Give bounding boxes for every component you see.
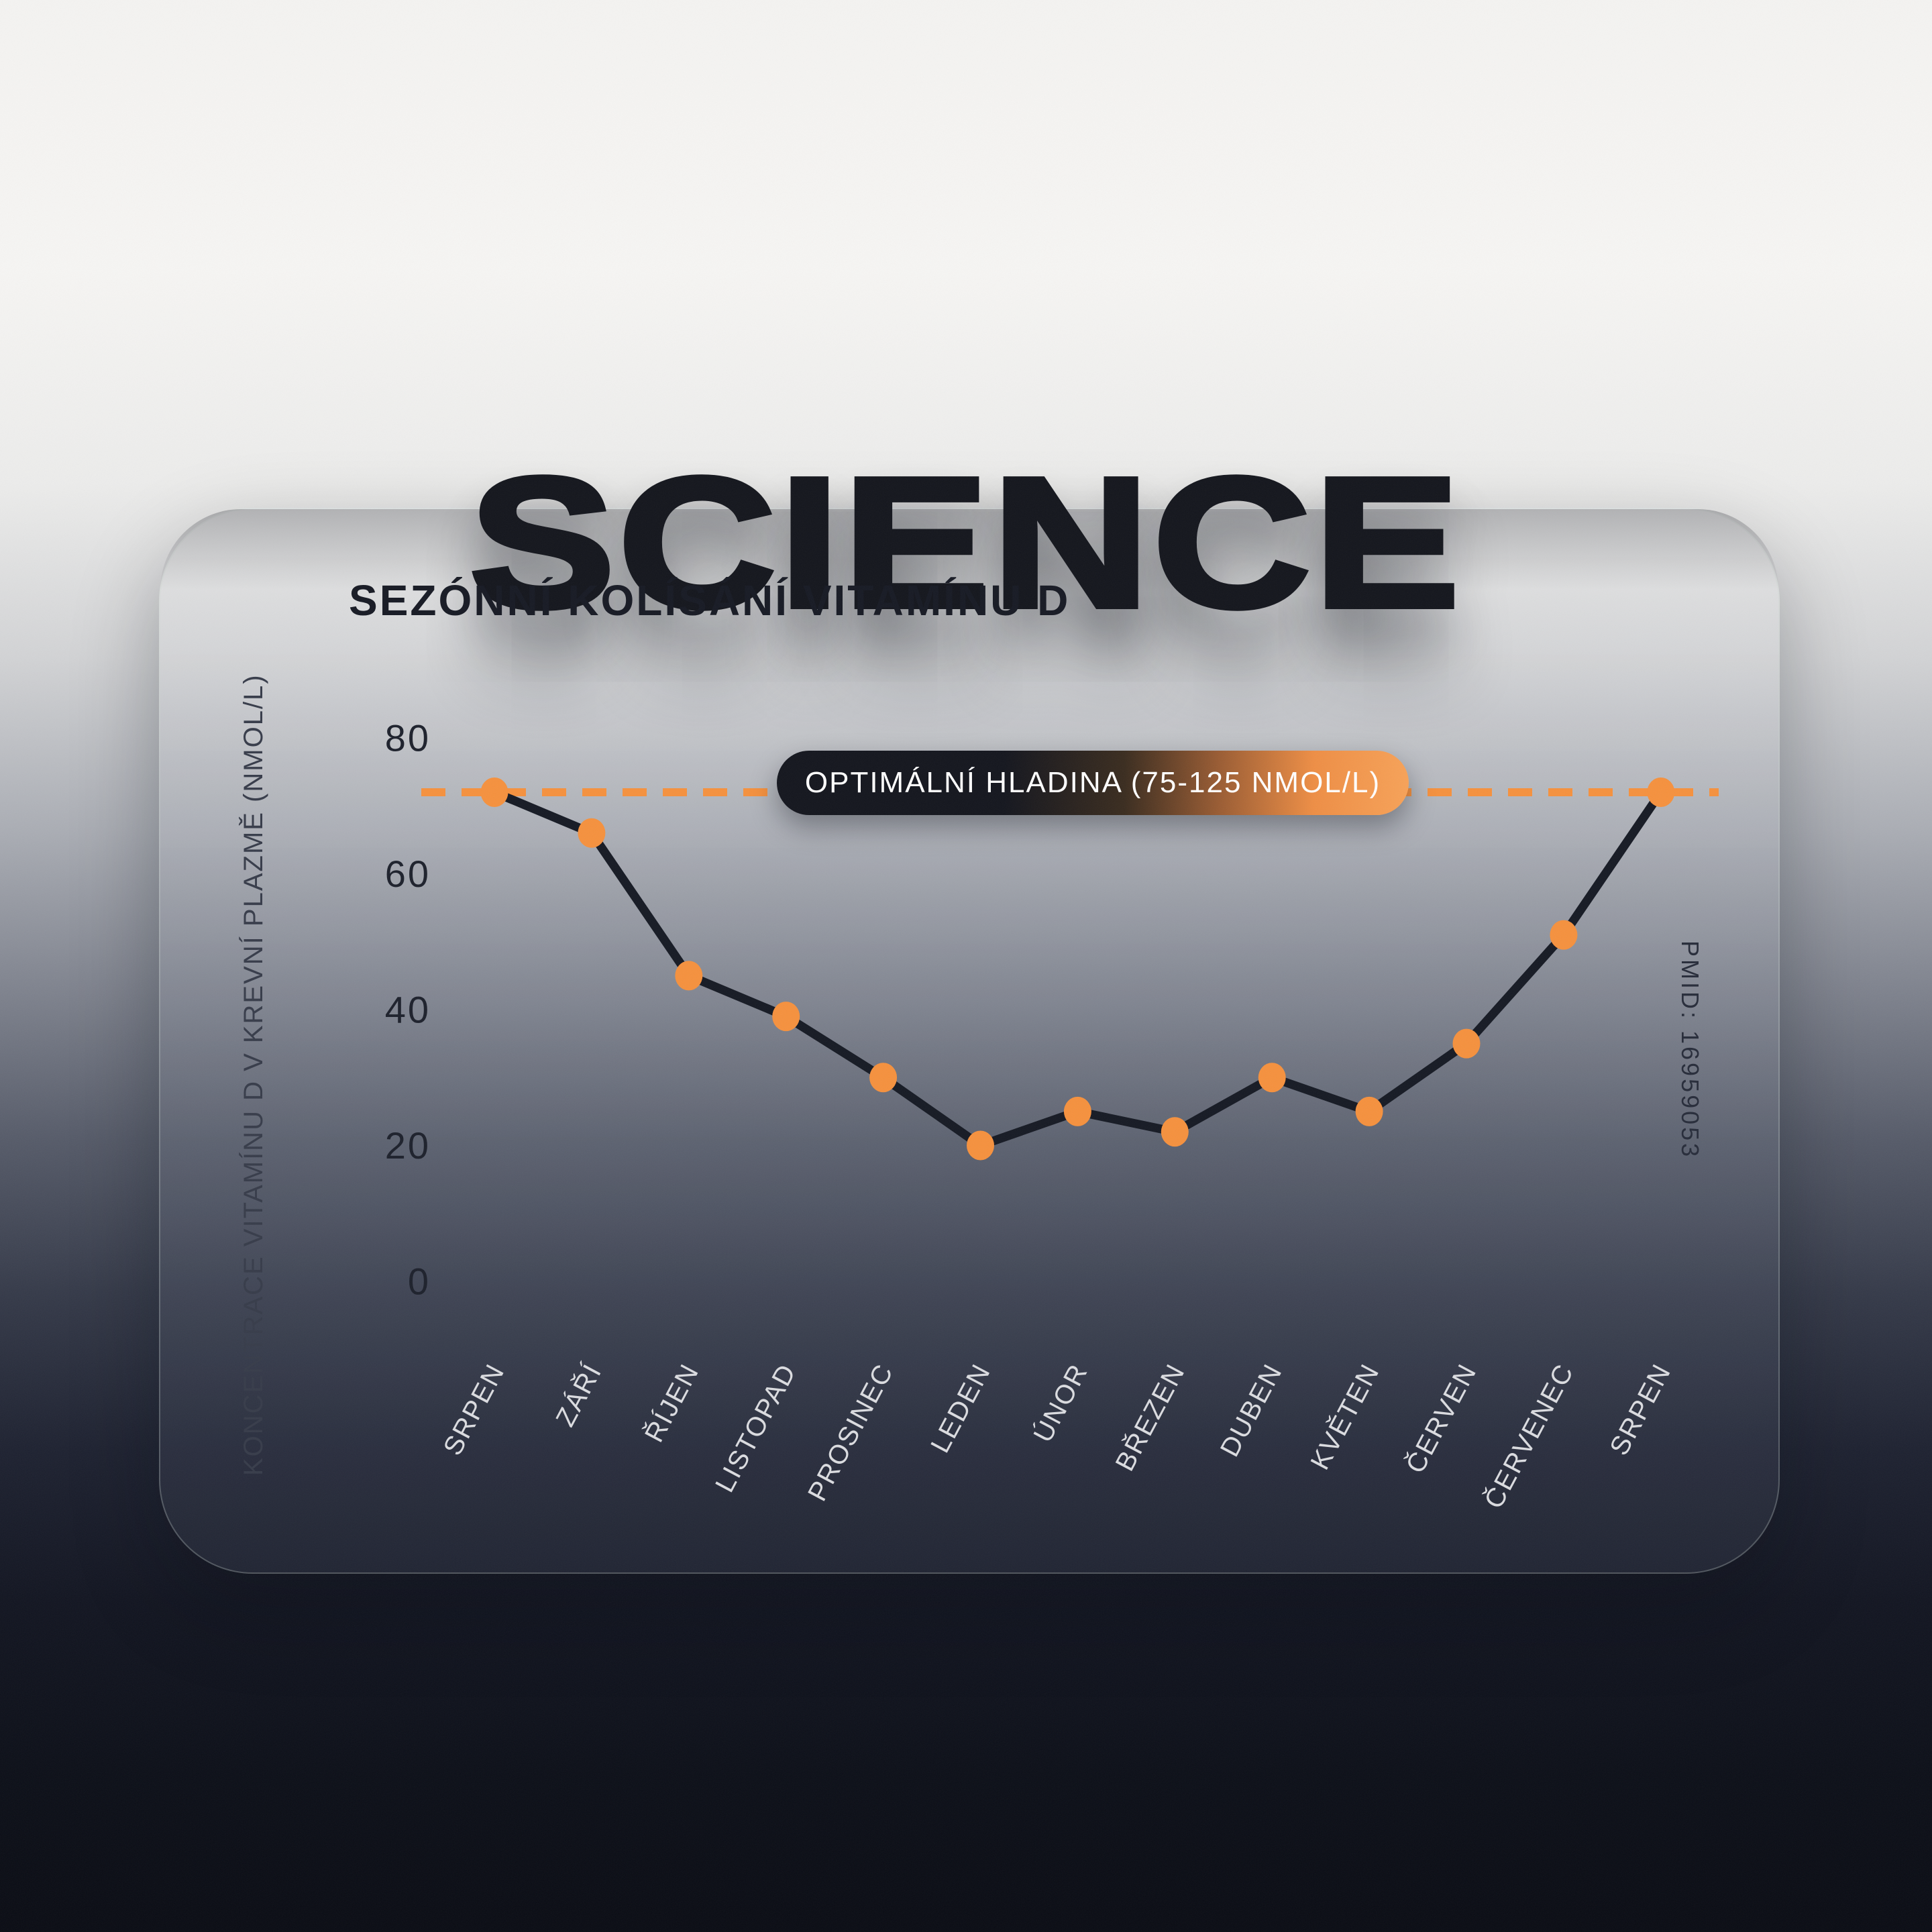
series-line (490, 788, 1666, 1150)
optimal-level-badge-label: OPTIMÁLNÍ HLADINA (75-125 NMOL/L) (804, 766, 1381, 799)
x-axis-label: PROSINEC (802, 1359, 899, 1506)
y-tick-label: 20 (385, 1124, 431, 1167)
data-point (967, 1130, 994, 1161)
x-axis-label: SRPEN (1605, 1359, 1677, 1460)
x-axis-label: BŘEZEN (1110, 1358, 1191, 1476)
x-axis-label: ÚNOR (1028, 1358, 1094, 1447)
data-point (1647, 777, 1675, 807)
data-point (1161, 1117, 1189, 1147)
data-point (480, 777, 508, 807)
pmid-source-note: PMID: 16959053 (1676, 941, 1704, 1160)
x-axis-label: LEDEN (925, 1359, 996, 1458)
data-point (675, 961, 703, 991)
x-axis-label: LISTOPAD (710, 1359, 802, 1497)
y-tick-label: 60 (385, 853, 431, 895)
data-point (772, 1002, 800, 1032)
y-tick-label: 0 (408, 1260, 431, 1303)
data-point (869, 1063, 898, 1093)
data-point (1258, 1063, 1286, 1093)
x-axis-label: ČERVEN (1400, 1358, 1483, 1478)
optimal-level-badge: OPTIMÁLNÍ HLADINA (75-125 NMOL/L) (777, 751, 1409, 815)
x-axis-label: DUBEN (1215, 1359, 1288, 1462)
data-point (1452, 1028, 1481, 1059)
y-tick-label: 80 (385, 717, 431, 759)
data-point (578, 818, 606, 848)
x-axis-label: SRPEN (438, 1359, 511, 1460)
x-axis-label: ŘÍJEN (639, 1358, 705, 1447)
data-point (1063, 1096, 1091, 1126)
x-axis-label: ČERVENEC (1479, 1358, 1580, 1513)
x-axis-label: KVĚTEN (1305, 1358, 1386, 1474)
y-tick-label: 40 (385, 989, 431, 1031)
data-point (1550, 920, 1578, 950)
data-point (1355, 1096, 1383, 1126)
x-axis-label: ZÁŘÍ (550, 1358, 608, 1432)
